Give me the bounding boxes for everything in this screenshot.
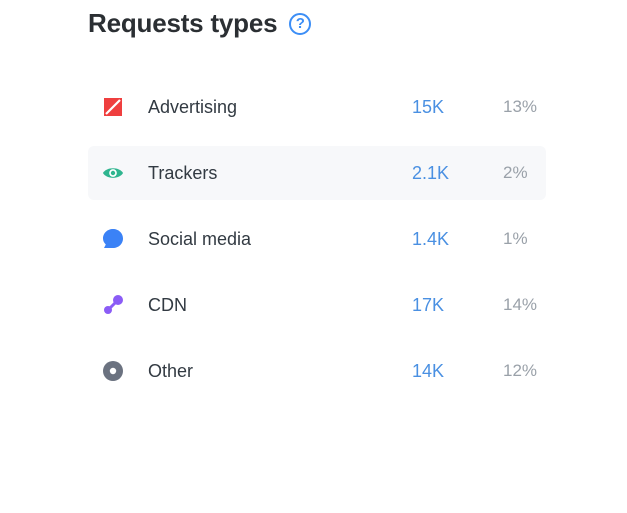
cdn-nodes-icon bbox=[102, 294, 124, 316]
row-label: Social media bbox=[148, 228, 252, 249]
list-item-trackers[interactable]: Trackers 2.1K 2% bbox=[88, 146, 546, 200]
row-count: 1.4K bbox=[412, 228, 450, 249]
eye-icon bbox=[102, 162, 124, 184]
row-percent: 14% bbox=[503, 295, 538, 314]
row-count: 14K bbox=[412, 360, 445, 381]
chat-bubble-icon bbox=[102, 228, 124, 250]
row-percent: 12% bbox=[503, 361, 538, 380]
row-percent: 13% bbox=[503, 97, 538, 116]
row-label: Trackers bbox=[148, 162, 218, 183]
row-count: 17K bbox=[412, 294, 445, 315]
circle-dot-icon bbox=[102, 360, 124, 382]
row-label: Other bbox=[148, 360, 194, 381]
row-count: 2.1K bbox=[412, 162, 450, 183]
requests-types-list: Advertising 15K 13% Trackers 2.1K 2% Soc… bbox=[88, 80, 546, 410]
section-header: Requests types ? bbox=[88, 8, 312, 39]
advertising-icon bbox=[102, 96, 124, 118]
section-title: Requests types bbox=[88, 8, 278, 38]
row-percent: 2% bbox=[503, 163, 528, 182]
row-percent: 1% bbox=[503, 229, 528, 248]
question-circle-icon[interactable]: ? bbox=[289, 12, 312, 35]
list-item-other[interactable]: Other 14K 12% bbox=[88, 344, 546, 398]
row-label: CDN bbox=[148, 294, 187, 315]
row-count: 15K bbox=[412, 96, 445, 117]
list-item-social-media[interactable]: Social media 1.4K 1% bbox=[88, 212, 546, 266]
row-label: Advertising bbox=[148, 96, 238, 117]
list-item-advertising[interactable]: Advertising 15K 13% bbox=[88, 80, 546, 134]
list-item-cdn[interactable]: CDN 17K 14% bbox=[88, 278, 546, 332]
